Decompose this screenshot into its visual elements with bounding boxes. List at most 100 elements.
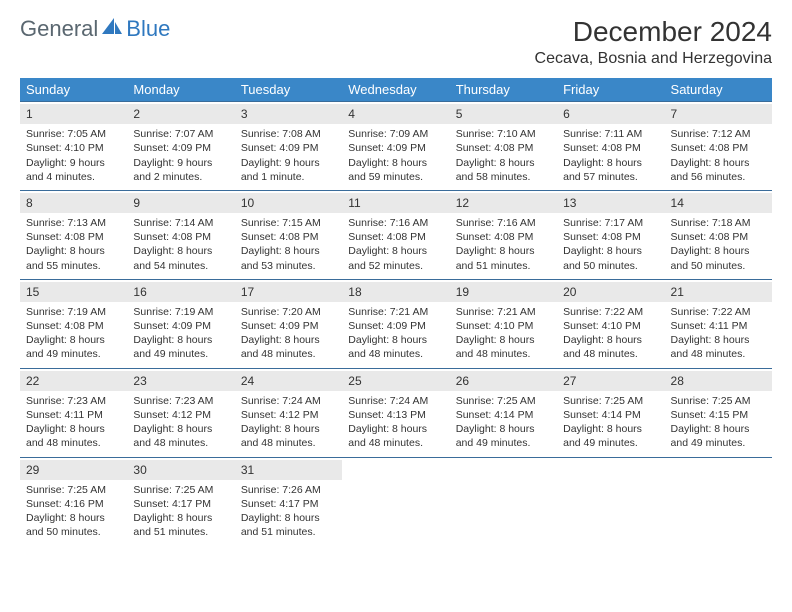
day-number: 9 [127, 193, 234, 213]
day-info: Sunrise: 7:08 AMSunset: 4:09 PMDaylight:… [239, 127, 338, 184]
sunrise-text: Sunrise: 7:26 AM [241, 483, 336, 497]
day-header: Tuesday [235, 78, 342, 102]
daylight-text: Daylight: 8 hours and 50 minutes. [26, 511, 121, 539]
day-info: Sunrise: 7:20 AMSunset: 4:09 PMDaylight:… [239, 305, 338, 362]
sunset-text: Sunset: 4:08 PM [456, 141, 551, 155]
day-number: 18 [342, 282, 449, 302]
day-number: 23 [127, 371, 234, 391]
title-block: December 2024 Cecava, Bosnia and Herzego… [535, 16, 772, 68]
sunset-text: Sunset: 4:17 PM [133, 497, 228, 511]
sunset-text: Sunset: 4:08 PM [241, 230, 336, 244]
day-number: 20 [557, 282, 664, 302]
sunrise-text: Sunrise: 7:08 AM [241, 127, 336, 141]
daylight-text: Daylight: 8 hours and 51 minutes. [133, 511, 228, 539]
daylight-text: Daylight: 8 hours and 48 minutes. [348, 422, 443, 450]
calendar-week-row: 8Sunrise: 7:13 AMSunset: 4:08 PMDaylight… [20, 190, 772, 279]
sunrise-text: Sunrise: 7:19 AM [133, 305, 228, 319]
sunset-text: Sunset: 4:09 PM [133, 141, 228, 155]
day-number: 27 [557, 371, 664, 391]
day-info: Sunrise: 7:19 AMSunset: 4:09 PMDaylight:… [131, 305, 230, 362]
calendar-table: SundayMondayTuesdayWednesdayThursdayFrid… [20, 78, 772, 545]
location-label: Cecava, Bosnia and Herzegovina [535, 50, 772, 68]
calendar-week-row: 29 Sunrise: 7:25 AMSunset: 4:16 PMDayligh… [20, 457, 772, 545]
day-number: 30 [127, 460, 234, 480]
sunset-text: Sunset: 4:08 PM [26, 230, 121, 244]
sunset-text: Sunset: 4:11 PM [26, 408, 121, 422]
sunset-text: Sunset: 4:14 PM [456, 408, 551, 422]
sunset-text: Sunset: 4:08 PM [348, 230, 443, 244]
sunset-text: Sunset: 4:09 PM [241, 141, 336, 155]
sunset-text: Sunset: 4:17 PM [241, 497, 336, 511]
sunrise-text: Sunrise: 7:07 AM [133, 127, 228, 141]
daylight-text: Daylight: 8 hours and 55 minutes. [26, 244, 121, 272]
sunrise-text: Sunrise: 7:14 AM [133, 216, 228, 230]
sunset-text: Sunset: 4:12 PM [241, 408, 336, 422]
calendar-page: General Blue December 2024 Cecava, Bosni… [0, 0, 792, 561]
calendar-day-cell: 6Sunrise: 7:11 AMSunset: 4:08 PMDaylight… [557, 102, 664, 191]
day-info: Sunrise: 7:10 AMSunset: 4:08 PMDaylight:… [454, 127, 553, 184]
day-number: 7 [665, 104, 772, 124]
daylight-text: Daylight: 8 hours and 53 minutes. [241, 244, 336, 272]
sunrise-text: Sunrise: 7:25 AM [26, 483, 121, 497]
day-number: 13 [557, 193, 664, 213]
day-info: Sunrise: 7:14 AMSunset: 4:08 PMDaylight:… [131, 216, 230, 273]
day-info: Sunrise: 7:18 AMSunset: 4:08 PMDaylight:… [669, 216, 768, 273]
daylight-text: Daylight: 8 hours and 50 minutes. [671, 244, 766, 272]
sunset-text: Sunset: 4:08 PM [563, 230, 658, 244]
sunset-text: Sunset: 4:08 PM [456, 230, 551, 244]
sunset-text: Sunset: 4:13 PM [348, 408, 443, 422]
day-info: Sunrise: 7:21 AMSunset: 4:09 PMDaylight:… [346, 305, 445, 362]
sunset-text: Sunset: 4:14 PM [563, 408, 658, 422]
calendar-day-cell [342, 457, 449, 545]
sunrise-text: Sunrise: 7:21 AM [348, 305, 443, 319]
sunrise-text: Sunrise: 7:15 AM [241, 216, 336, 230]
sunset-text: Sunset: 4:08 PM [26, 319, 121, 333]
day-number: 29 [20, 460, 127, 480]
calendar-day-cell: 12Sunrise: 7:16 AMSunset: 4:08 PMDayligh… [450, 190, 557, 279]
calendar-day-cell: 3Sunrise: 7:08 AMSunset: 4:09 PMDaylight… [235, 102, 342, 191]
sunrise-text: Sunrise: 7:18 AM [671, 216, 766, 230]
sunset-text: Sunset: 4:08 PM [133, 230, 228, 244]
day-number: 17 [235, 282, 342, 302]
daylight-text: Daylight: 9 hours and 4 minutes. [26, 156, 121, 184]
daylight-text: Daylight: 8 hours and 48 minutes. [241, 422, 336, 450]
day-header: Saturday [665, 78, 772, 102]
sunset-text: Sunset: 4:09 PM [348, 141, 443, 155]
calendar-day-cell: 17 Sunrise: 7:20 AMSunset: 4:09 PMDayligh… [235, 279, 342, 368]
sunrise-text: Sunrise: 7:16 AM [348, 216, 443, 230]
calendar-day-cell: 11 Sunrise: 7:16 AMSunset: 4:08 PMDayligh… [342, 190, 449, 279]
calendar-day-cell: 25Sunrise: 7:24 AMSunset: 4:13 PMDayligh… [342, 368, 449, 457]
day-info: Sunrise: 7:22 AMSunset: 4:10 PMDaylight:… [561, 305, 660, 362]
month-title: December 2024 [535, 16, 772, 48]
day-info: Sunrise: 7:13 AMSunset: 4:08 PMDaylight:… [24, 216, 123, 273]
day-number: 24 [235, 371, 342, 391]
daylight-text: Daylight: 8 hours and 48 minutes. [563, 333, 658, 361]
day-info: Sunrise: 7:25 AMSunset: 4:16 PMDaylight:… [24, 483, 123, 540]
daylight-text: Daylight: 8 hours and 54 minutes. [133, 244, 228, 272]
sunset-text: Sunset: 4:10 PM [26, 141, 121, 155]
calendar-day-cell: 30Sunrise: 7:25 AMSunset: 4:17 PMDayligh… [127, 457, 234, 545]
day-info: Sunrise: 7:21 AMSunset: 4:10 PMDaylight:… [454, 305, 553, 362]
day-info: Sunrise: 7:26 AMSunset: 4:17 PMDaylight:… [239, 483, 338, 540]
calendar-day-cell: 19Sunrise: 7:21 AMSunset: 4:10 PMDayligh… [450, 279, 557, 368]
calendar-week-row: 1Sunrise: 7:05 AMSunset: 4:10 PMDaylight… [20, 102, 772, 191]
day-number: 14 [665, 193, 772, 213]
sunrise-text: Sunrise: 7:21 AM [456, 305, 551, 319]
sunrise-text: Sunrise: 7:23 AM [133, 394, 228, 408]
day-number: 10 [235, 193, 342, 213]
logo: General Blue [20, 16, 170, 42]
sunset-text: Sunset: 4:10 PM [456, 319, 551, 333]
day-number: 11 [342, 193, 449, 213]
calendar-header-row: SundayMondayTuesdayWednesdayThursdayFrid… [20, 78, 772, 102]
sunrise-text: Sunrise: 7:09 AM [348, 127, 443, 141]
calendar-day-cell [450, 457, 557, 545]
calendar-day-cell: 22Sunrise: 7:23 AMSunset: 4:11 PMDayligh… [20, 368, 127, 457]
daylight-text: Daylight: 8 hours and 52 minutes. [348, 244, 443, 272]
day-number: 2 [127, 104, 234, 124]
day-number: 6 [557, 104, 664, 124]
daylight-text: Daylight: 8 hours and 56 minutes. [671, 156, 766, 184]
day-number: 15 [20, 282, 127, 302]
sunrise-text: Sunrise: 7:10 AM [456, 127, 551, 141]
day-info: Sunrise: 7:23 AMSunset: 4:12 PMDaylight:… [131, 394, 230, 451]
day-header: Friday [557, 78, 664, 102]
